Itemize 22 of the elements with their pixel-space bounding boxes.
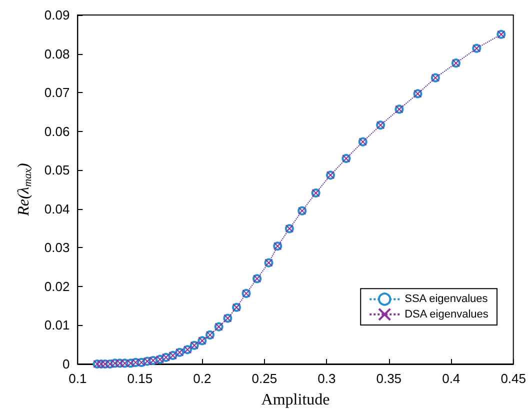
x-tick-label: 0.2 (193, 371, 212, 386)
legend-label: DSA eigenvalues (404, 308, 489, 320)
y-tick-label: 0.03 (44, 240, 70, 256)
y-tick-label: 0.08 (44, 46, 70, 62)
legend-label: SSA eigenvalues (404, 293, 488, 306)
y-tick-label: 0.02 (44, 278, 70, 294)
x-tick-label: 0.25 (252, 371, 278, 386)
y-tick-label: 0.04 (44, 201, 70, 216)
y-tick-label: 0 (62, 356, 70, 372)
y-tick-label: 0.01 (44, 318, 70, 333)
x-tick-label: 0.35 (376, 371, 402, 386)
x-tick-label: 0.15 (127, 371, 153, 386)
x-tick-label: 0.45 (500, 371, 526, 386)
x-tick-label: 0.3 (318, 371, 336, 386)
y-tick-label: 0.09 (44, 8, 70, 22)
y-axis-title: Re(λmax) (16, 163, 34, 217)
x-axis-title: Amplitude (261, 392, 330, 408)
y-tick-label: 0.06 (44, 124, 70, 139)
x-tick-label: 0.4 (442, 371, 460, 386)
x-tick-label: 0.1 (68, 371, 87, 386)
y-tick-label: 0.05 (44, 162, 70, 178)
y-tick-label: 0.07 (44, 85, 70, 100)
